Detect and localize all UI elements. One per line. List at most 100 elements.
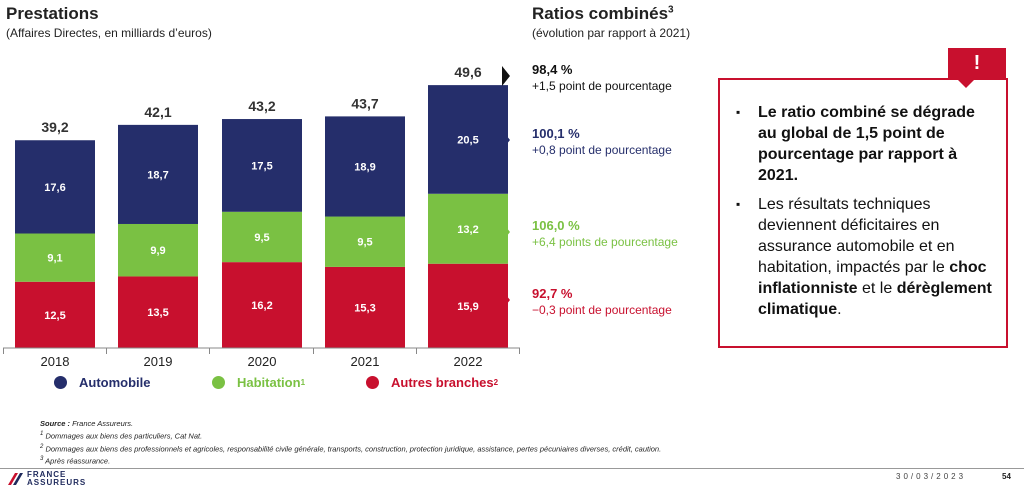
chart-title: Prestations: [6, 4, 99, 23]
legend-dot-habitation: [212, 376, 225, 389]
alert-icon: !: [948, 48, 1006, 80]
bar-value-label: 9,5: [357, 237, 372, 249]
footnote-2: 2 Dommages aux biens des professionnels …: [40, 442, 661, 455]
ratio-arrow-icon: [502, 222, 510, 242]
ratio-delta: +0,8 point de pourcentage: [532, 143, 672, 157]
bar-value-label: 13,5: [147, 307, 168, 319]
legend-item-autres: Autres branches 2: [366, 375, 498, 390]
logo-line-1: FRANCE: [27, 470, 67, 479]
source-label: Source :: [40, 419, 71, 428]
bar-segment: [15, 281, 95, 348]
ratio-arrow-icon: [502, 290, 510, 310]
ratio-value: 98,4 %: [532, 62, 573, 77]
footnote-3: 3 Après réassurance.: [40, 454, 661, 467]
legend-item-habitation: Habitation 1: [212, 375, 366, 390]
bar-segment: [428, 193, 508, 264]
bar-segment: [118, 223, 198, 277]
bar-value-label: 15,3: [354, 302, 375, 314]
bar-value-label: 12,5: [44, 310, 65, 322]
footnote-source: Source : France Assureurs.: [40, 419, 661, 429]
legend-label-habitation: Habitation: [237, 375, 301, 390]
legend-dot-autres: [366, 376, 379, 389]
x-tick-label: 2021: [351, 354, 380, 369]
logo-mark-icon: [8, 473, 23, 485]
legend: Automobile Habitation 1 Autres branches 2: [54, 375, 498, 390]
finding-2-text: Les résultats techniques deviennent défi…: [758, 196, 955, 276]
bar-total-label: 43,2: [248, 98, 275, 114]
legend-sup-autres: 2: [493, 378, 499, 387]
ratio-delta: +1,5 point de pourcentage: [532, 79, 672, 93]
ratio-delta: +6,4 points de pourcentage: [532, 235, 678, 249]
x-tick-label: 2022: [454, 354, 483, 369]
bar-segment: [118, 124, 198, 224]
footnote-1: 1 Dommages aux biens des particuliers, C…: [40, 429, 661, 442]
page-number: 54: [1002, 472, 1011, 481]
bar-segment: [222, 262, 302, 348]
stacked-bar-chart: 12,5 9,1 17,6 39,2 2018 13,5 9,9 18,7 42,1 2019 16…: [3, 62, 678, 369]
x-tick-label: 2020: [248, 354, 277, 369]
legend-label-autres: Autres branches: [391, 375, 494, 390]
bar-segment: [325, 216, 405, 267]
bar-total-label: 43,7: [351, 95, 378, 111]
footnote-2-marker: 2: [40, 443, 44, 450]
ratio-delta: −0,3 point de pourcentage: [532, 303, 672, 317]
footnote-1-marker: 1: [40, 431, 44, 437]
finding-1: ▪ Le ratio combiné se dégrade au global …: [736, 102, 998, 186]
bar-segment: [118, 276, 198, 348]
bar-value-label: 9,1: [47, 253, 62, 265]
logo: FRANCE ASSUREURS: [6, 471, 86, 487]
ratios-title-sup: 3: [668, 4, 674, 16]
bar-value-label: 17,6: [44, 182, 65, 194]
bar-value-label: 18,9: [354, 161, 375, 173]
x-tick-label: 2019: [144, 354, 173, 369]
bar-value-label: 9,5: [254, 232, 269, 244]
bar-value-label: 17,5: [251, 160, 272, 172]
legend-sup-habitation: 1: [300, 378, 306, 387]
bar-segment: [325, 266, 405, 348]
bar-value-label: 20,5: [457, 134, 478, 146]
ratio-value: 100,1 %: [532, 126, 580, 141]
key-findings-box: [718, 78, 1008, 348]
footnote-3-text: Après réassurance.: [45, 456, 111, 466]
finding-2: ▪ Les résultats techniques deviennent dé…: [736, 194, 998, 320]
footer-divider: [0, 468, 1024, 469]
bullet-icon: ▪: [736, 197, 741, 211]
bar-segment: [222, 119, 302, 212]
logo-text: FRANCE ASSUREURS: [27, 471, 86, 487]
bar-segment: [428, 85, 508, 194]
bar-segment: [428, 263, 508, 348]
finding-2-end: .: [837, 301, 842, 318]
bar-segment: [15, 233, 95, 282]
footnote-3-marker: 3: [40, 456, 44, 462]
ratios-title-text: Ratios combinés: [532, 4, 669, 23]
legend-label-automobile: Automobile: [79, 375, 151, 390]
bar-segment: [222, 211, 302, 263]
ratio-value: 92,7 %: [532, 286, 573, 301]
logo-line-2: ASSUREURS: [27, 478, 87, 487]
bullet-icon: ▪: [736, 105, 741, 119]
finding-2-emphasis-2: dérèglement climatique: [758, 280, 992, 318]
ratio-arrow-icon: [502, 66, 510, 86]
ratios-subtitle: (évolution par rapport à 2021): [532, 26, 691, 40]
legend-dot-automobile: [54, 376, 67, 389]
bar-total-label: 39,2: [41, 119, 68, 135]
x-tick-label: 2018: [41, 354, 70, 369]
ratio-arrow-icon: [502, 130, 510, 150]
alert-tab-notch: [958, 80, 974, 88]
ratios-title: Ratios combinés3: [532, 4, 674, 24]
bar-total-label: 49,6: [454, 64, 481, 80]
footnote-1-text: Dommages aux biens des particuliers, Cat…: [45, 431, 203, 441]
bar-value-label: 18,7: [147, 169, 168, 181]
key-findings-list: ▪ Le ratio combiné se dégrade au global …: [736, 102, 998, 328]
bar-value-label: 15,9: [457, 301, 478, 313]
bar-total-label: 42,1: [144, 104, 171, 120]
bar-segment: [325, 116, 405, 217]
legend-item-automobile: Automobile: [54, 375, 212, 390]
bar-segment: [15, 140, 95, 234]
ratio-value: 106,0 %: [532, 218, 580, 233]
source-text: France Assureurs.: [70, 419, 134, 428]
bar-value-label: 16,2: [251, 300, 272, 312]
footnote-2-text: Dommages aux biens des professionnels et…: [45, 444, 662, 453]
bar-value-label: 9,9: [150, 245, 165, 257]
footnotes: Source : France Assureurs. 1 Dommages au…: [40, 419, 661, 467]
